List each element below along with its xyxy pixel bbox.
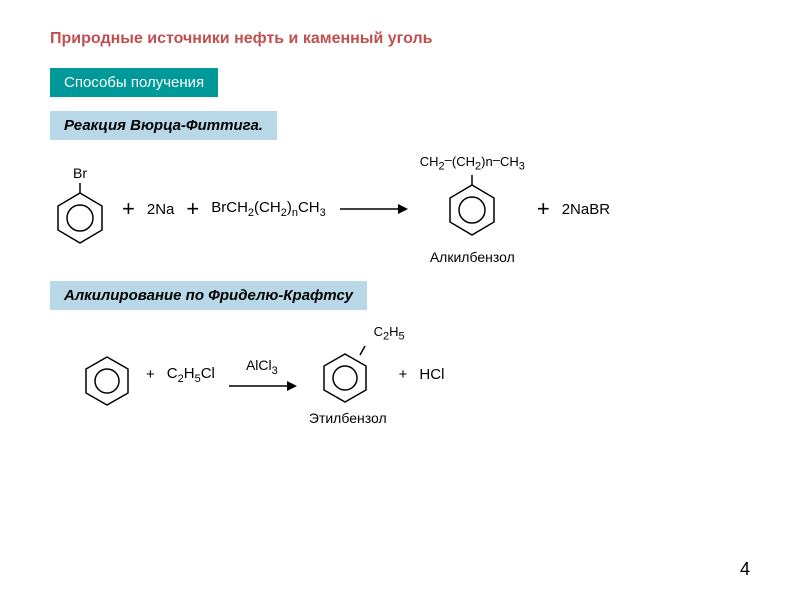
benzene-icon	[80, 353, 134, 415]
plus-icon: +	[186, 196, 199, 222]
empty-label	[105, 335, 109, 351]
benzene-icon	[50, 183, 110, 253]
reaction1-row: Br + 2Na + BrCH2(CH2)nCH3 CH2–(CH2)n–CH3…	[50, 154, 750, 265]
benzene-icon	[442, 175, 502, 245]
sodium-formula: 2Na	[147, 201, 175, 218]
plus-icon: +	[122, 196, 135, 222]
methods-heading: Способы получения	[50, 68, 218, 97]
reaction1-heading: Реакция Вюрца-Фиттига.	[50, 111, 277, 140]
byproduct1-formula: 2NaBR	[562, 201, 610, 218]
product2-name: Этилбензол	[309, 410, 387, 426]
page-number: 4	[740, 559, 750, 580]
plus-text: +	[399, 366, 408, 383]
br-label: Br	[73, 165, 87, 181]
benzene	[80, 335, 134, 415]
reaction2-heading: Алкилирование по Фриделю-Крафтсу	[50, 281, 367, 310]
catalyst-label: AlCl3	[246, 357, 278, 377]
page-title: Природные источники нефть и каменный уго…	[50, 30, 750, 48]
arrow-icon	[338, 201, 408, 217]
alkyl-halide-formula: BrCH2(CH2)nCH3	[211, 199, 326, 219]
ethylbenzene: C2H5 Этилбензол	[309, 324, 387, 427]
ethyl-label: C2H5	[374, 324, 405, 343]
alkylbenzene: CH2–(CH2)n–CH3 Алкилбензол	[420, 154, 525, 265]
catalyst-arrow: AlCl3	[227, 357, 297, 393]
ethyl-chloride-formula: C2H5Cl	[167, 365, 215, 385]
reaction2-row: + C2H5Cl AlCl3 C2H5 Этилбензол + HCl	[80, 324, 750, 427]
benzene-icon	[318, 344, 378, 406]
bromobenzene: Br	[50, 165, 110, 253]
plus-icon: +	[537, 196, 550, 222]
arrow-icon	[227, 379, 297, 393]
product1-name: Алкилбензол	[430, 249, 515, 265]
byproduct2-formula: HCl	[419, 366, 444, 383]
plus-text: +	[146, 366, 155, 383]
substituent-label: CH2–(CH2)n–CH3	[420, 154, 525, 173]
